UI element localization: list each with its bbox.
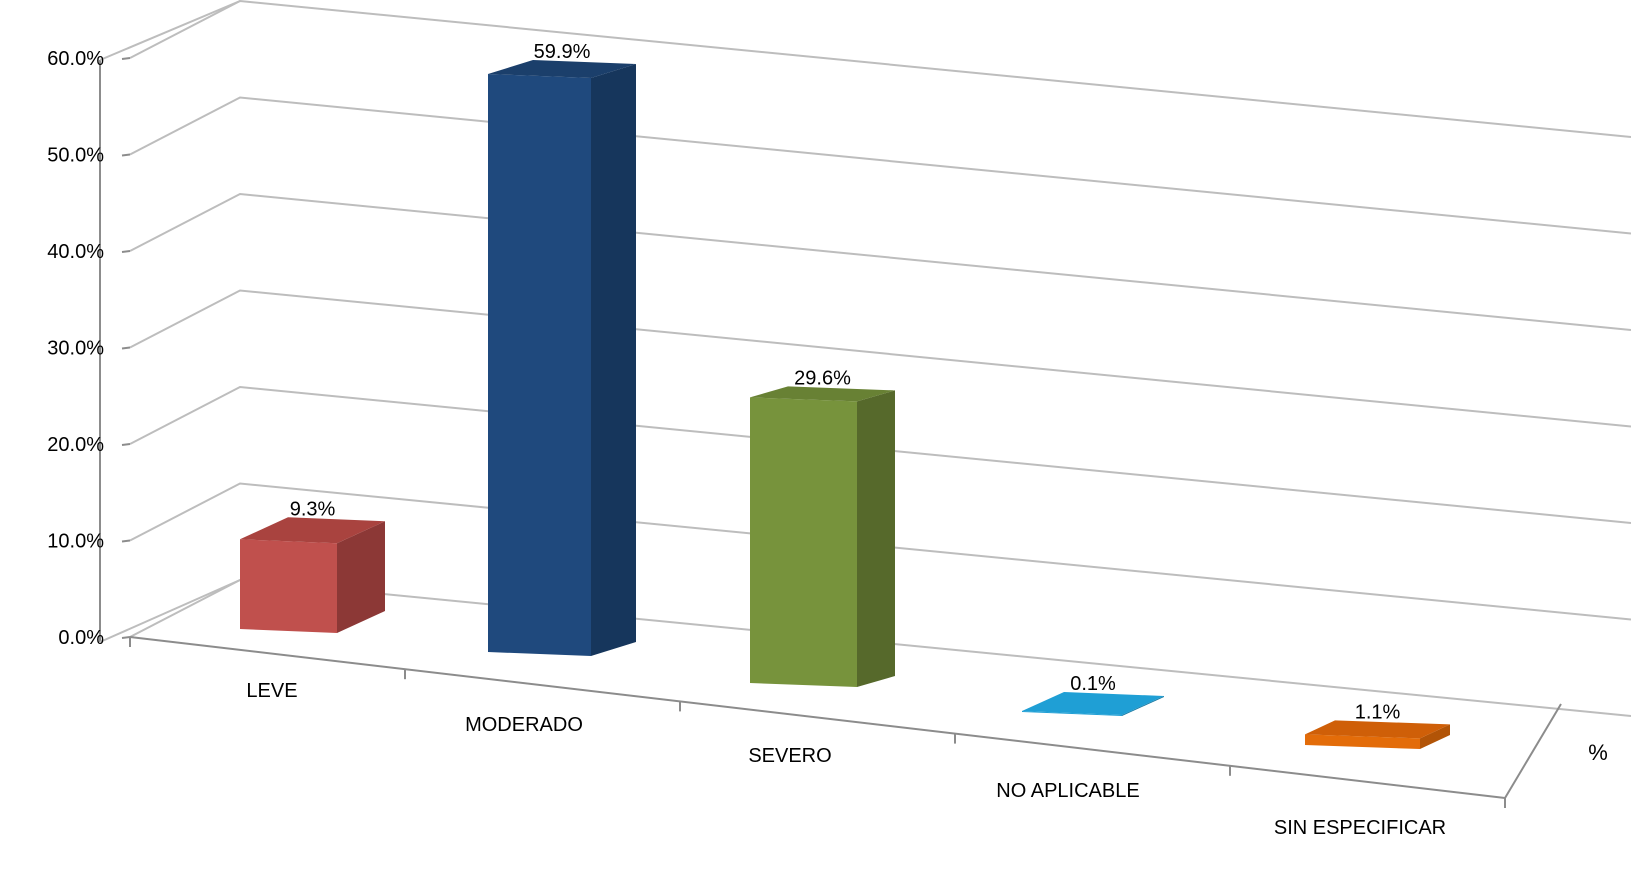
data-label: 29.6% xyxy=(794,367,851,389)
data-label: 1.1% xyxy=(1355,701,1401,723)
y-tick-label: 20.0% xyxy=(47,434,104,456)
gridlines xyxy=(129,0,1631,717)
bar-top-face xyxy=(240,517,385,544)
bars xyxy=(240,60,1450,749)
category-label: SIN ESPECIFICAR xyxy=(1274,817,1446,839)
bar-top-face xyxy=(488,60,636,78)
bar-front-face xyxy=(488,74,591,656)
bar-front-face xyxy=(1022,711,1122,716)
x-axis-category-labels: LEVE MODERADO SEVERO NO APLICABLE SIN ESPECI… xyxy=(246,680,1446,839)
y-tick-label: 10.0% xyxy=(47,531,104,553)
bar-sin-especificar xyxy=(1305,720,1450,749)
gridline xyxy=(129,192,1631,331)
bar-side-face xyxy=(1420,724,1450,749)
bar-top-face xyxy=(1022,692,1164,715)
y-axis-tick xyxy=(121,153,131,157)
y-tick-label: 60.0% xyxy=(47,48,104,70)
bar-side-face xyxy=(857,390,895,687)
data-label: 0.1% xyxy=(1070,673,1116,695)
axes xyxy=(99,0,1562,808)
depth-axis-line xyxy=(1504,703,1562,799)
bar-top-face xyxy=(1305,720,1450,739)
bar-no-aplicable xyxy=(1022,692,1164,716)
series-axis-label: % xyxy=(1588,740,1608,765)
y-axis-tick xyxy=(121,57,131,60)
gridline xyxy=(129,385,1631,524)
data-label: 59.9% xyxy=(534,41,591,63)
top-edge xyxy=(99,0,241,61)
data-label: 9.3% xyxy=(290,498,336,520)
bar-side-face xyxy=(1122,696,1164,716)
y-tick-label: 0.0% xyxy=(58,627,104,649)
category-label: LEVE xyxy=(246,680,297,702)
y-axis-tick xyxy=(121,539,131,543)
y-tick-label: 40.0% xyxy=(47,241,104,263)
gridline xyxy=(129,289,1631,428)
floor-left-edge xyxy=(99,579,241,643)
bar-front-face xyxy=(1305,734,1420,749)
y-axis-tick xyxy=(121,346,131,350)
bar-moderado xyxy=(488,60,636,656)
gridline xyxy=(129,96,1631,235)
category-label: MODERADO xyxy=(465,714,583,736)
bar-leve xyxy=(240,517,385,633)
y-tick-label: 30.0% xyxy=(47,338,104,360)
gridline xyxy=(129,0,1631,138)
y-axis-tick xyxy=(121,636,131,639)
y-axis-tick xyxy=(121,443,131,446)
y-tick-label: 50.0% xyxy=(47,145,104,167)
bar-top-face xyxy=(750,386,895,402)
gridline xyxy=(129,482,1631,621)
bar-side-face xyxy=(337,521,385,633)
bar-side-face xyxy=(591,64,636,656)
data-labels: 9.3% 59.9% 29.6% 0.1% 1.1% xyxy=(290,41,1401,723)
y-axis-tick xyxy=(121,250,131,253)
bar-front-face xyxy=(750,397,857,687)
x-axis-line xyxy=(129,636,1506,799)
category-label: NO APLICABLE xyxy=(996,780,1139,802)
bar-front-face xyxy=(240,539,337,633)
y-axis-tick-labels: 0.0% 10.0% 20.0% 30.0% 40.0% 50.0% 60.0% xyxy=(47,48,104,649)
category-label: SEVERO xyxy=(748,745,831,767)
bar-severo xyxy=(750,386,895,687)
